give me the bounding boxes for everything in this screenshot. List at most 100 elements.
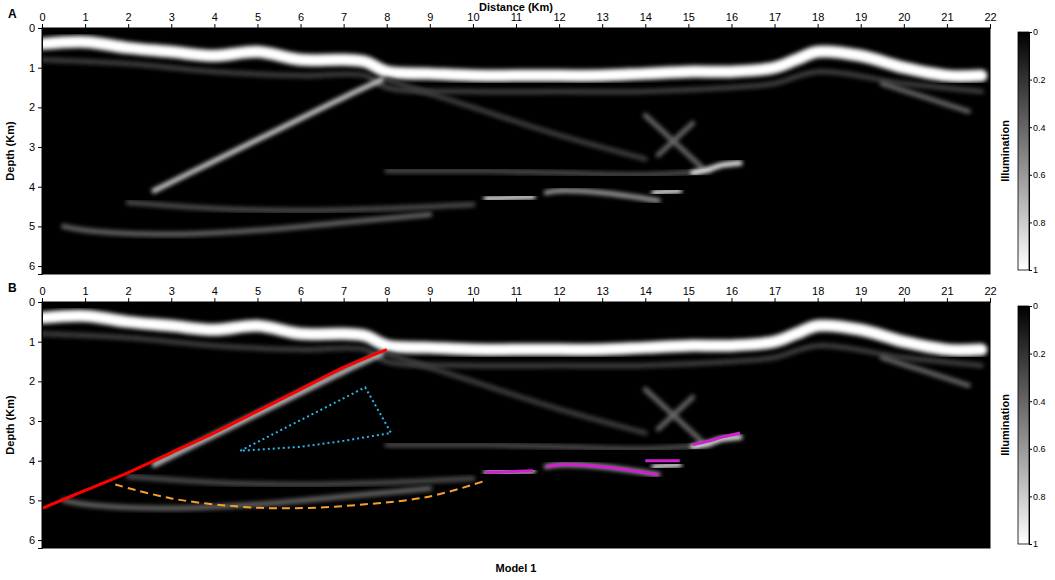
reflector xyxy=(486,471,533,473)
tick-mark xyxy=(818,298,819,302)
panel: 0123456789101112131415161718192021220123… xyxy=(4,281,1046,574)
background xyxy=(42,28,990,274)
tick: 0.8 xyxy=(1029,218,1046,228)
tick-label: 13 xyxy=(597,285,609,297)
tick-label: 1 xyxy=(1033,265,1038,275)
colorbar xyxy=(1018,306,1029,544)
reflector xyxy=(658,397,692,429)
tick-mark xyxy=(38,266,42,267)
tick-mark xyxy=(42,298,43,302)
annotation-line xyxy=(240,387,391,450)
tick-label: 12 xyxy=(553,285,565,297)
tick-label: 5 xyxy=(29,220,35,232)
tick: 0.2 xyxy=(1029,75,1046,85)
tick: 0 xyxy=(1029,301,1038,311)
tick-mark xyxy=(818,24,819,28)
tick: 2 xyxy=(126,11,132,28)
tick: 1 xyxy=(29,336,42,348)
tick-label: 9 xyxy=(427,285,433,297)
tick-label: 15 xyxy=(683,285,695,297)
tick-label: 0 xyxy=(39,11,45,23)
reflector xyxy=(546,191,658,201)
tick-label: 0.6 xyxy=(1033,170,1046,180)
tick: 11 xyxy=(511,285,522,302)
reflector xyxy=(42,334,981,366)
tick: 0.4 xyxy=(1029,397,1046,407)
reflector xyxy=(546,465,658,475)
tick-label: 0.2 xyxy=(1033,75,1046,85)
tick: 2 xyxy=(29,101,42,113)
tick-mark xyxy=(257,24,258,28)
tick: 20 xyxy=(898,285,910,302)
tick-label: 0.2 xyxy=(1033,349,1046,359)
caption: Model 1 xyxy=(496,562,537,574)
tick: 5 xyxy=(255,285,261,302)
tick-mark xyxy=(38,381,42,382)
tick-mark xyxy=(38,421,42,422)
tick: 0.6 xyxy=(1029,444,1046,454)
tick: 0 xyxy=(39,285,45,302)
tick: 3 xyxy=(29,415,42,427)
tick-label: 14 xyxy=(640,11,652,23)
reflector xyxy=(387,171,710,175)
tick-mark xyxy=(42,24,43,28)
tick-mark xyxy=(1029,270,1032,271)
tick: 0.4 xyxy=(1029,123,1046,133)
tick-label: 1 xyxy=(1033,539,1038,549)
tick-label: 17 xyxy=(769,11,781,23)
tick-label: 4 xyxy=(212,11,218,23)
tick: 1 xyxy=(1029,265,1038,275)
tick: 0.2 xyxy=(1029,349,1046,359)
tick-label: 3 xyxy=(169,285,175,297)
tick: 7 xyxy=(341,285,347,302)
tick-mark xyxy=(990,24,991,28)
tick-label: 0.8 xyxy=(1033,218,1046,228)
tick: 3 xyxy=(169,11,175,28)
tick-label: 3 xyxy=(29,415,35,427)
tick: 17 xyxy=(769,11,781,28)
tick-label: 11 xyxy=(511,285,522,297)
tick-mark xyxy=(559,298,560,302)
frame xyxy=(42,28,990,274)
tick-mark xyxy=(214,298,215,302)
reflector xyxy=(486,197,533,199)
tick: 22 xyxy=(984,11,996,28)
tick: 10 xyxy=(467,285,479,302)
tick-label: 0 xyxy=(1033,301,1038,311)
tick-label: 2 xyxy=(126,285,132,297)
tick-label: 9 xyxy=(427,11,433,23)
tick-label: 19 xyxy=(855,285,867,297)
tick-mark xyxy=(85,24,86,28)
tick: 7 xyxy=(341,11,347,28)
tick: 0 xyxy=(29,22,42,34)
tick-label: 16 xyxy=(726,285,738,297)
tick-mark xyxy=(128,24,129,28)
tick: 5 xyxy=(29,220,42,232)
tick-mark xyxy=(947,24,948,28)
reflector xyxy=(658,123,692,155)
tick-label: 0.4 xyxy=(1033,123,1046,133)
tick-mark xyxy=(214,24,215,28)
tick: 1 xyxy=(29,62,42,74)
tick-label: 22 xyxy=(984,285,996,297)
tick-mark xyxy=(1029,354,1032,355)
tick-mark xyxy=(344,298,345,302)
tick-mark xyxy=(38,342,42,343)
tick-label: 0 xyxy=(29,296,35,308)
tick: 13 xyxy=(597,11,609,28)
tick-label: 6 xyxy=(29,534,35,546)
tick: 0 xyxy=(39,11,45,28)
reflector xyxy=(654,465,680,467)
x-axis: 012345678910111213141516171819202122 xyxy=(39,11,996,29)
tick: 6 xyxy=(29,534,42,546)
reflector xyxy=(387,80,646,159)
tick-mark xyxy=(559,24,560,28)
panel: 0123456789101112131415161718192021220123… xyxy=(4,1,1046,275)
reflector xyxy=(882,84,968,112)
tick: 13 xyxy=(597,285,609,302)
tick-mark xyxy=(38,187,42,188)
tick: 1 xyxy=(83,285,89,302)
tick-label: 8 xyxy=(384,11,390,23)
tick: 6 xyxy=(298,285,304,302)
reflector xyxy=(882,358,968,386)
